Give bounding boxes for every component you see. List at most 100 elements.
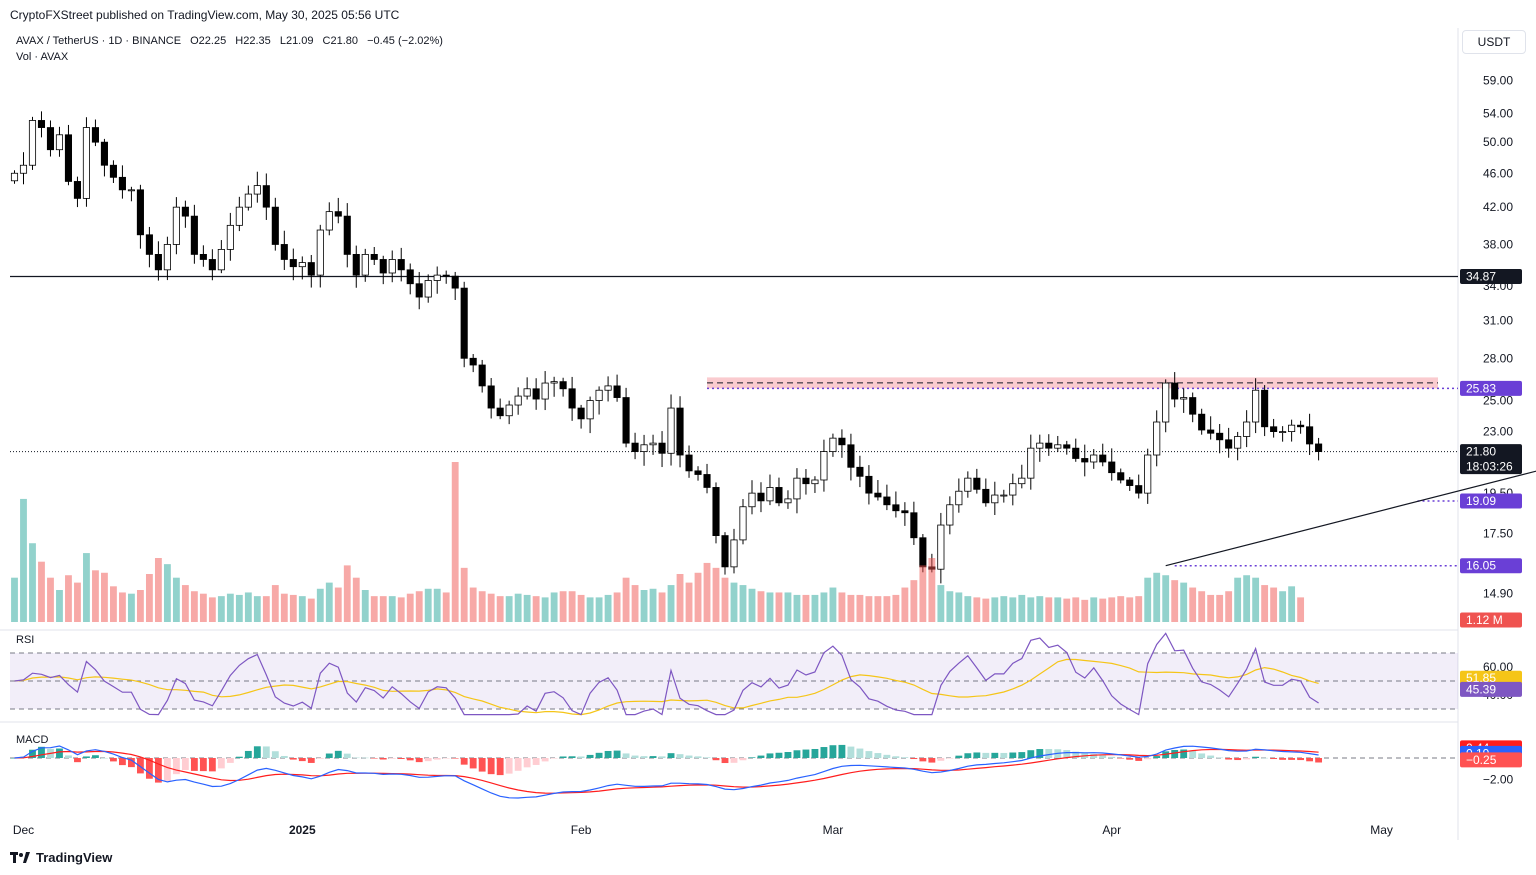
macd-histogram-bar xyxy=(199,758,207,772)
volume-bar xyxy=(937,585,945,622)
volume-bar xyxy=(928,558,936,622)
rsi-ma-line xyxy=(14,658,1319,716)
macd-histogram-bar xyxy=(604,750,612,758)
candle xyxy=(568,376,576,421)
candle xyxy=(487,378,495,419)
volume-bar xyxy=(919,565,927,622)
volume-bar xyxy=(119,592,126,622)
candle xyxy=(1045,434,1053,456)
macd-histogram-bar xyxy=(1099,755,1107,758)
macd-histogram-bar xyxy=(721,758,729,764)
candle xyxy=(415,272,423,310)
macd-histogram-bar xyxy=(811,748,819,758)
price-pane[interactable] xyxy=(10,111,1536,584)
volume-bar xyxy=(991,597,999,622)
macd-histogram-bar xyxy=(1252,756,1260,758)
volume-bar xyxy=(811,594,819,622)
volume-bar xyxy=(1270,587,1278,622)
macd-histogram-bar xyxy=(586,754,594,758)
volume-bar xyxy=(559,591,567,622)
macd-histogram-bar xyxy=(38,746,45,758)
macd-histogram-bar xyxy=(982,752,990,758)
macd-histogram-bar xyxy=(730,758,738,763)
volume-bar xyxy=(955,592,963,622)
volume-bar xyxy=(92,570,99,622)
macd-histogram-bar xyxy=(523,758,531,768)
volume-bar xyxy=(613,592,621,622)
volume-bar xyxy=(208,597,216,622)
macd-pane xyxy=(10,744,1458,799)
volume-bar xyxy=(101,572,108,622)
macd-histogram-bar xyxy=(802,749,810,758)
candle xyxy=(100,138,108,177)
macd-histogram-bar xyxy=(1072,751,1080,758)
candle xyxy=(1270,418,1278,438)
svg-text:25.83: 25.83 xyxy=(1466,381,1496,395)
currency-button[interactable]: USDT xyxy=(1462,30,1526,54)
macd-histogram-bar xyxy=(415,758,423,763)
macd-histogram-bar xyxy=(325,753,333,758)
macd-histogram-bar xyxy=(865,751,873,758)
svg-text:1.12 M: 1.12 M xyxy=(1466,613,1503,627)
volume-bar xyxy=(469,587,477,622)
macd-histogram-bar xyxy=(92,755,99,758)
candle xyxy=(109,160,117,183)
candle xyxy=(271,197,279,251)
candle xyxy=(316,224,324,288)
candle xyxy=(649,434,657,455)
macd-histogram-bar xyxy=(262,746,270,758)
candle xyxy=(118,165,126,199)
candle xyxy=(712,482,720,544)
volume-bar xyxy=(946,591,954,622)
candle xyxy=(1252,378,1260,434)
macd-histogram-bar xyxy=(1243,758,1251,760)
price-tick-label: 46.00 xyxy=(1483,166,1513,180)
volume-bar xyxy=(595,597,603,622)
candle xyxy=(55,126,64,157)
candle xyxy=(1018,464,1026,489)
volume-bar xyxy=(163,564,171,622)
volume-bar xyxy=(334,587,342,622)
price-tick-label: 38.00 xyxy=(1483,237,1513,251)
volume-bar xyxy=(910,580,918,622)
macd-histogram-bar xyxy=(991,752,999,758)
macd-histogram-bar xyxy=(784,752,792,758)
volume-bar xyxy=(757,591,765,622)
candle xyxy=(1288,419,1296,442)
macd-histogram-bar xyxy=(766,753,774,758)
macd-histogram-bar xyxy=(748,757,756,758)
time-tick-label: 2025 xyxy=(289,823,316,837)
macd-histogram-bar xyxy=(226,758,234,763)
candle xyxy=(856,455,864,488)
macd-histogram-bar xyxy=(937,758,945,761)
candle xyxy=(1117,468,1125,484)
macd-histogram-bar xyxy=(1045,749,1053,758)
candle xyxy=(757,482,765,513)
volume-bar xyxy=(496,596,504,622)
candle xyxy=(676,396,684,468)
volume-bar xyxy=(352,577,360,622)
volume-bar xyxy=(784,592,792,622)
volume-bar xyxy=(856,594,864,622)
macd-histogram-bar xyxy=(478,758,486,772)
candle xyxy=(1306,413,1314,455)
candle xyxy=(1234,431,1242,461)
volume-bar xyxy=(478,591,486,622)
volume-pane xyxy=(11,462,1305,622)
macd-histogram-bar xyxy=(595,752,603,758)
macd-histogram-bar xyxy=(568,756,576,758)
candle xyxy=(406,263,414,295)
volume-bar xyxy=(964,596,972,622)
volume-bar xyxy=(550,592,558,622)
candle xyxy=(874,480,882,501)
macd-histogram-bar xyxy=(577,756,585,758)
candle xyxy=(523,377,531,400)
svg-text:16.05: 16.05 xyxy=(1466,559,1496,573)
volume-bar xyxy=(370,596,378,622)
candle xyxy=(1162,379,1170,433)
volume-bar xyxy=(1189,587,1197,622)
volume-bar xyxy=(74,582,81,622)
candle xyxy=(613,374,621,402)
volume-bar xyxy=(739,585,747,622)
